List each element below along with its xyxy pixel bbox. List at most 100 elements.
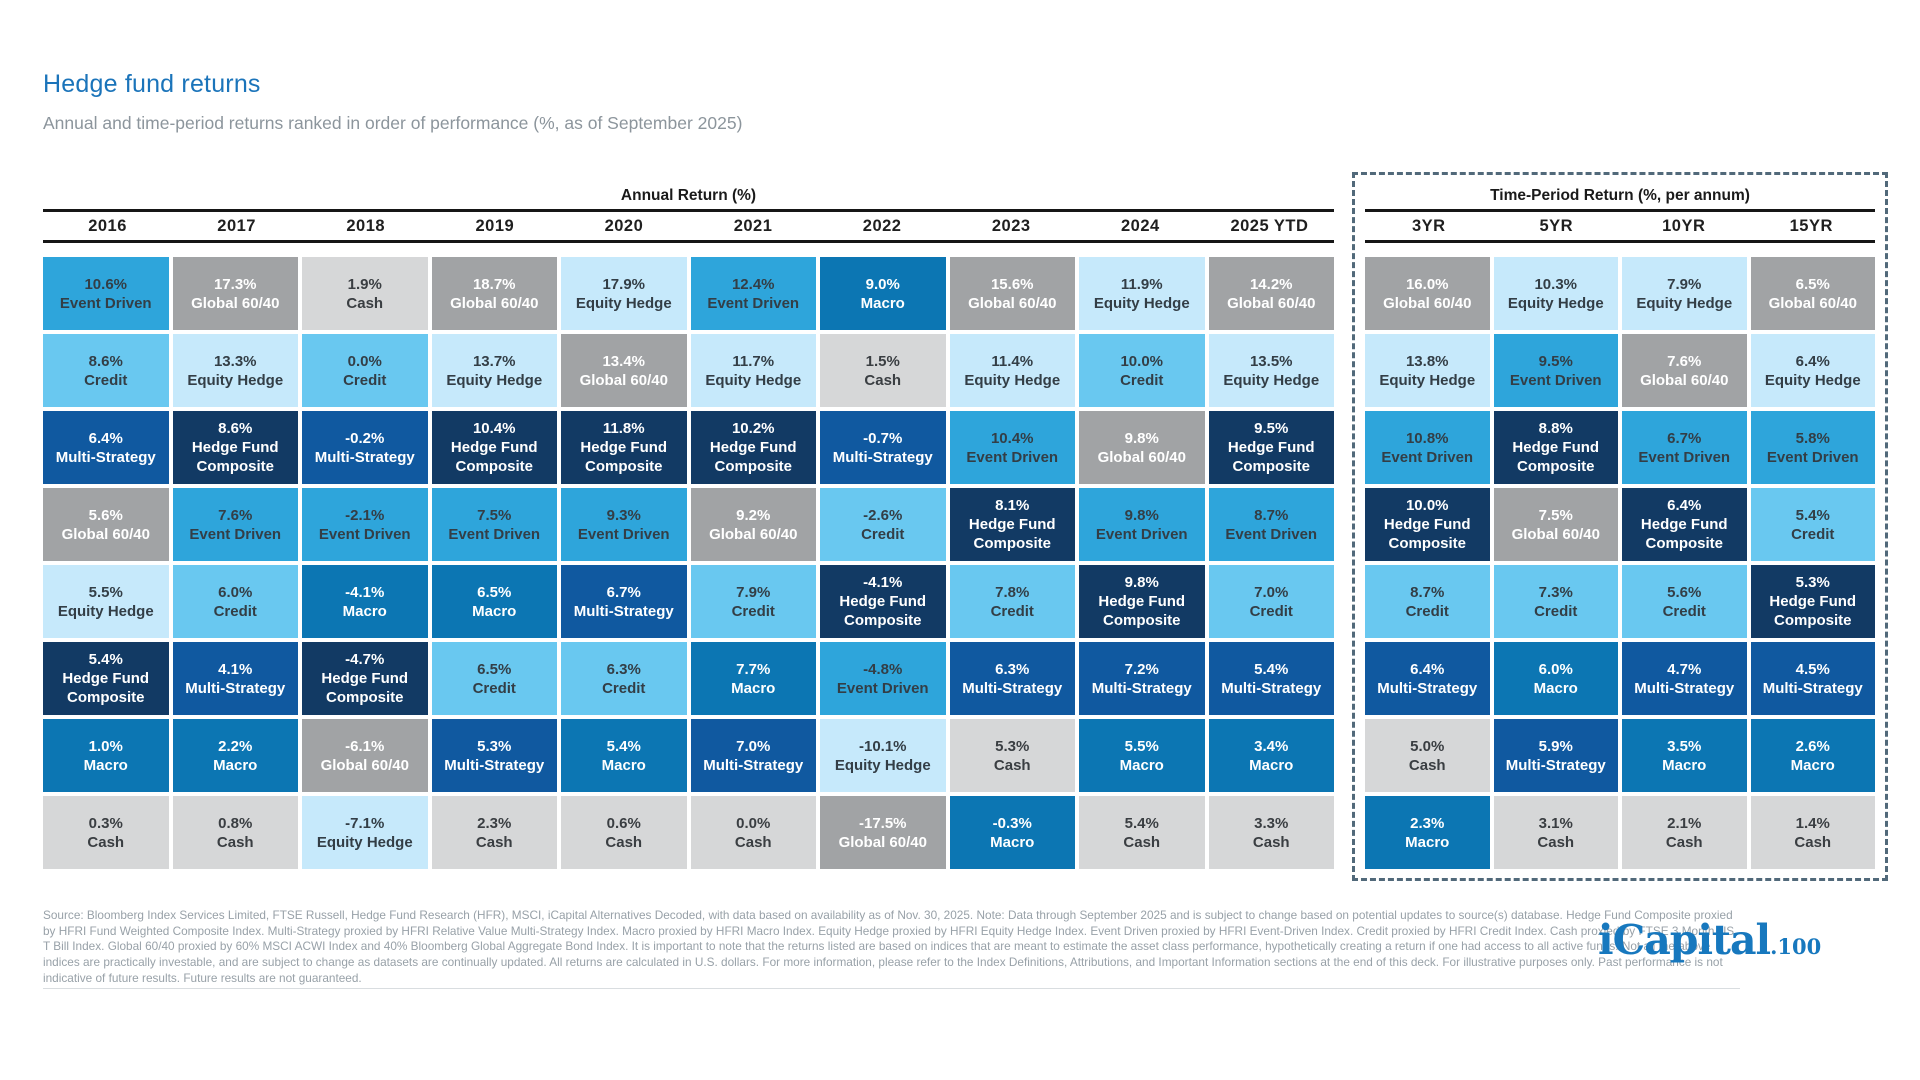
- strategy-label: Credit: [1405, 602, 1449, 620]
- return-cell: 8.1% Hedge Fund Composite: [949, 488, 1075, 561]
- strategy-label: Hedge Fund Composite: [968, 516, 1056, 552]
- return-cell: 9.2% Global 60/40: [690, 488, 816, 561]
- return-value: 7.6%: [218, 506, 253, 524]
- return-value: 0.0%: [347, 352, 382, 370]
- return-value: 11.8%: [602, 420, 645, 437]
- return-value: 1.0%: [88, 737, 123, 755]
- return-value: 9.2%: [736, 506, 771, 524]
- return-value: 1.9%: [347, 275, 382, 293]
- return-value: 7.3%: [1538, 583, 1573, 601]
- return-value: 8.6%: [218, 420, 253, 437]
- return-value: 10.0%: [1405, 497, 1449, 514]
- return-value: 6.4%: [1410, 660, 1445, 678]
- return-cell: 13.8% Equity Hedge: [1365, 334, 1490, 407]
- strategy-label: Equity Hedge: [1636, 294, 1733, 312]
- return-cell: 14.2% Global 60/40: [1208, 257, 1334, 330]
- return-cell: 7.2% Multi-Strategy: [1079, 642, 1205, 715]
- return-value: 7.9%: [736, 583, 771, 601]
- strategy-label: Equity Hedge: [187, 371, 284, 389]
- return-value: 5.4%: [1795, 506, 1830, 524]
- return-value: -2.6%: [863, 506, 903, 524]
- return-value: 8.6%: [88, 352, 123, 370]
- return-cell: 7.0% Credit: [1208, 565, 1334, 638]
- return-value: -10.1%: [858, 737, 907, 755]
- footer-disclaimer: Source: Bloomberg Index Services Limited…: [43, 908, 1735, 985]
- column-header: 2018: [346, 217, 386, 235]
- return-value: 6.3%: [995, 660, 1030, 678]
- return-cell: 10.2% Hedge Fund Composite: [690, 411, 816, 484]
- return-value: 10.6%: [84, 275, 128, 293]
- strategy-label: Cash: [475, 833, 513, 851]
- column-header: 2017: [217, 217, 256, 235]
- return-cell: 5.6% Global 60/40: [43, 488, 169, 561]
- return-cell: -2.6% Credit: [820, 488, 946, 561]
- return-cell: 5.8% Event Driven: [1750, 411, 1875, 484]
- column-header: 2021: [733, 217, 773, 235]
- strategy-label: Event Driven: [836, 679, 929, 697]
- return-value: -6.1%: [345, 737, 385, 755]
- return-cell: 6.7% Multi-Strategy: [561, 565, 687, 638]
- return-cell: 4.1% Multi-Strategy: [172, 642, 298, 715]
- strategy-label: Global 60/40: [968, 294, 1057, 312]
- return-cell: 7.6% Event Driven: [172, 488, 298, 561]
- strategy-label: Cash: [346, 294, 384, 312]
- return-value: 6.5%: [477, 660, 512, 678]
- return-value: 5.5%: [1124, 737, 1159, 755]
- return-cell: 11.8% Hedge Fund Composite: [561, 411, 687, 484]
- return-cell: 5.3% Cash: [949, 719, 1075, 792]
- return-value: 5.8%: [1795, 429, 1830, 447]
- return-value: 9.5%: [1254, 420, 1289, 437]
- return-value: 13.4%: [602, 352, 646, 370]
- return-cell: -4.1% Hedge Fund Composite: [820, 565, 946, 638]
- column-header: 2022: [862, 217, 902, 235]
- return-cell: 1.9% Cash: [302, 257, 428, 330]
- return-value: 5.4%: [88, 651, 123, 668]
- column-header: 5YR: [1539, 217, 1574, 235]
- return-cell: 5.4% Credit: [1750, 488, 1875, 561]
- return-cell: 9.5% Hedge Fund Composite: [1208, 411, 1334, 484]
- return-cell: 0.3% Cash: [43, 796, 169, 869]
- strategy-label: Equity Hedge: [834, 756, 931, 774]
- return-cell: 10.6% Event Driven: [43, 257, 169, 330]
- return-value: -0.2%: [345, 429, 385, 447]
- return-value: 9.8%: [1124, 429, 1159, 447]
- strategy-label: Macro: [601, 756, 646, 774]
- return-cell: 7.0% Multi-Strategy: [690, 719, 816, 792]
- return-value: -0.7%: [863, 429, 903, 447]
- return-cell: 15.6% Global 60/40: [949, 257, 1075, 330]
- annual-years-rule: 2016 2017 2018 2019 2020 2021 2022 2023 2024 2025…: [43, 209, 1334, 243]
- page-title: Hedge fund returns: [43, 70, 261, 98]
- strategy-label: Multi-Strategy: [1221, 679, 1322, 697]
- strategy-label: Equity Hedge: [316, 833, 413, 851]
- return-value: 5.3%: [995, 737, 1030, 755]
- return-cell: 8.7% Event Driven: [1208, 488, 1334, 561]
- strategy-label: Event Driven: [1509, 371, 1602, 389]
- time-period-box: Time-Period Return (%, per annum) 3YR 5YR…: [1352, 172, 1888, 881]
- strategy-label: Macro: [1405, 833, 1450, 851]
- return-cell: 4.5% Multi-Strategy: [1750, 642, 1875, 715]
- strategy-label: Equity Hedge: [1093, 294, 1190, 312]
- return-value: 0.3%: [88, 814, 123, 832]
- return-value: -7.1%: [345, 814, 385, 832]
- strategy-label: Hedge Fund Composite: [450, 439, 538, 475]
- strategy-label: Cash: [864, 371, 902, 389]
- strategy-label: Event Driven: [1225, 525, 1318, 543]
- strategy-label: Global 60/40: [838, 833, 927, 851]
- strategy-label: Hedge Fund Composite: [1098, 593, 1186, 629]
- return-cell: 1.0% Macro: [43, 719, 169, 792]
- return-value: 5.6%: [88, 506, 123, 524]
- strategy-label: Cash: [216, 833, 254, 851]
- return-cell: 6.5% Global 60/40: [1750, 257, 1875, 330]
- return-cell: 0.6% Cash: [561, 796, 687, 869]
- return-value: 5.3%: [1795, 574, 1830, 591]
- strategy-label: Cash: [1123, 833, 1161, 851]
- return-cell: 6.0% Credit: [172, 565, 298, 638]
- strategy-label: Cash: [1252, 833, 1290, 851]
- return-value: -4.7%: [345, 651, 385, 668]
- strategy-label: Hedge Fund Composite: [1769, 593, 1857, 629]
- return-cell: 5.5% Equity Hedge: [43, 565, 169, 638]
- return-cell: 8.6% Credit: [43, 334, 169, 407]
- strategy-label: Macro: [1533, 679, 1578, 697]
- return-value: 11.9%: [1120, 275, 1163, 293]
- return-value: 9.8%: [1124, 506, 1159, 524]
